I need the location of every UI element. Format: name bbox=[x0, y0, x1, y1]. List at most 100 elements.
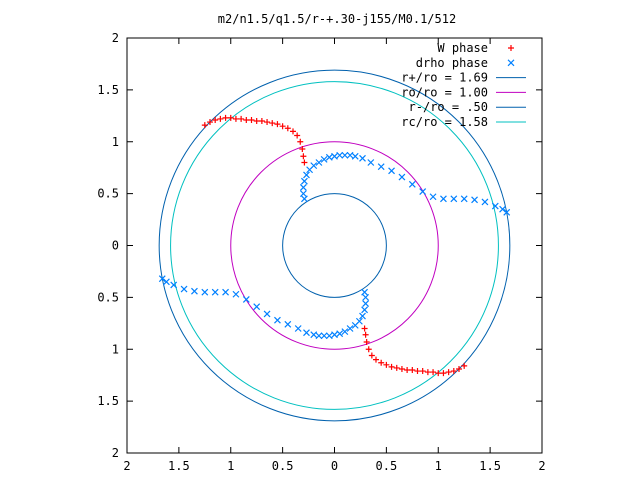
point-0-16 bbox=[284, 125, 291, 132]
point-1-35 bbox=[359, 312, 366, 320]
point-0-45 bbox=[361, 325, 368, 332]
x-tick-label-7: 1.5 bbox=[479, 459, 501, 473]
x-tick-label-3: 0.5 bbox=[272, 459, 294, 473]
point-1-49 bbox=[274, 316, 281, 324]
legend-label-3: ro/ro = 1.00 bbox=[401, 85, 488, 99]
y-tick-label-3: 0.5 bbox=[97, 187, 119, 201]
point-1-37 bbox=[351, 321, 359, 329]
point-1-38 bbox=[346, 325, 354, 332]
point-1-54 bbox=[222, 288, 229, 296]
point-1-6 bbox=[310, 162, 318, 170]
point-1-27 bbox=[481, 198, 489, 206]
point-0-27 bbox=[440, 370, 447, 377]
point-1-45 bbox=[310, 331, 318, 339]
x-tick-label-6: 1 bbox=[435, 459, 442, 473]
y-tick-label-2: 1 bbox=[112, 135, 119, 149]
point-0-11 bbox=[258, 118, 265, 124]
legend-sample-1 bbox=[507, 59, 515, 67]
point-1-21 bbox=[419, 188, 427, 195]
point-0-38 bbox=[383, 361, 390, 368]
point-1-48 bbox=[284, 320, 292, 328]
point-0-20 bbox=[299, 146, 306, 153]
point-0-2 bbox=[212, 116, 219, 123]
point-0-4 bbox=[222, 114, 229, 121]
point-1-14 bbox=[351, 152, 359, 160]
point-0-23 bbox=[461, 362, 468, 369]
point-1-51 bbox=[253, 303, 261, 311]
point-1-26 bbox=[471, 196, 478, 204]
point-0-30 bbox=[424, 369, 431, 376]
point-1-32 bbox=[362, 293, 370, 301]
point-1-17 bbox=[377, 163, 385, 171]
point-1-3 bbox=[300, 177, 308, 185]
point-1-23 bbox=[440, 195, 447, 203]
point-0-25 bbox=[450, 368, 457, 375]
point-0-37 bbox=[388, 363, 395, 370]
point-0-0 bbox=[201, 122, 208, 129]
point-1-22 bbox=[429, 193, 437, 201]
point-0-32 bbox=[414, 368, 421, 375]
point-0-9 bbox=[248, 116, 255, 123]
point-1-61 bbox=[158, 275, 166, 283]
point-0-42 bbox=[365, 346, 372, 353]
point-1-1 bbox=[299, 190, 307, 198]
point-1-33 bbox=[362, 300, 370, 308]
y-tick-label-4: 0 bbox=[112, 239, 119, 253]
point-0-44 bbox=[362, 331, 369, 338]
point-1-58 bbox=[180, 285, 188, 293]
point-0-10 bbox=[253, 118, 260, 124]
point-1-39 bbox=[341, 328, 349, 336]
y-tick-label-0: 2 bbox=[112, 31, 119, 45]
point-0-28 bbox=[435, 370, 442, 377]
legend-label-5: rc/ro = 1.58 bbox=[401, 115, 488, 129]
x-tick-label-0: 2 bbox=[123, 459, 130, 473]
point-0-1 bbox=[207, 119, 213, 126]
point-1-24 bbox=[450, 195, 458, 203]
point-0-17 bbox=[290, 128, 296, 135]
legend-label-0: W phase bbox=[437, 41, 488, 55]
point-1-8 bbox=[320, 155, 328, 163]
point-0-3 bbox=[217, 115, 224, 122]
point-1-47 bbox=[294, 325, 302, 332]
point-0-31 bbox=[419, 368, 426, 375]
point-1-46 bbox=[303, 329, 310, 337]
point-0-36 bbox=[393, 364, 400, 371]
x-tick-label-8: 2 bbox=[538, 459, 545, 473]
y-tick-label-5: 0.5 bbox=[97, 290, 119, 304]
point-0-5 bbox=[227, 114, 234, 121]
y-tick-label-1: 1.5 bbox=[97, 83, 119, 97]
reference-circles bbox=[158, 69, 511, 422]
point-0-34 bbox=[404, 367, 411, 373]
point-1-41 bbox=[331, 331, 338, 339]
point-0-22 bbox=[301, 159, 308, 166]
point-1-43 bbox=[320, 332, 328, 340]
point-1-20 bbox=[408, 180, 416, 188]
point-1-55 bbox=[211, 288, 219, 296]
point-0-19 bbox=[297, 138, 304, 145]
x-tick-label-5: 0.5 bbox=[376, 459, 398, 473]
point-1-18 bbox=[388, 167, 395, 175]
point-0-35 bbox=[398, 365, 405, 372]
point-1-16 bbox=[367, 159, 375, 166]
point-0-41 bbox=[368, 352, 375, 359]
point-1-52 bbox=[242, 296, 250, 303]
point-1-56 bbox=[201, 288, 209, 296]
y-tick-label-8: 2 bbox=[112, 446, 119, 460]
x-tick-label-1: 1.5 bbox=[168, 459, 190, 473]
point-0-14 bbox=[274, 121, 281, 128]
point-0-40 bbox=[373, 356, 379, 363]
circle-3 bbox=[170, 81, 499, 410]
legend-label-2: r+/ro = 1.69 bbox=[401, 71, 488, 85]
point-0-8 bbox=[243, 116, 250, 123]
point-1-34 bbox=[361, 306, 369, 314]
point-0-26 bbox=[445, 369, 452, 376]
point-1-30 bbox=[503, 208, 511, 216]
point-1-28 bbox=[491, 202, 499, 210]
point-0-39 bbox=[378, 359, 385, 366]
point-1-12 bbox=[341, 151, 349, 159]
point-1-29 bbox=[499, 205, 506, 213]
point-0-15 bbox=[279, 123, 286, 130]
point-0-18 bbox=[294, 132, 301, 139]
